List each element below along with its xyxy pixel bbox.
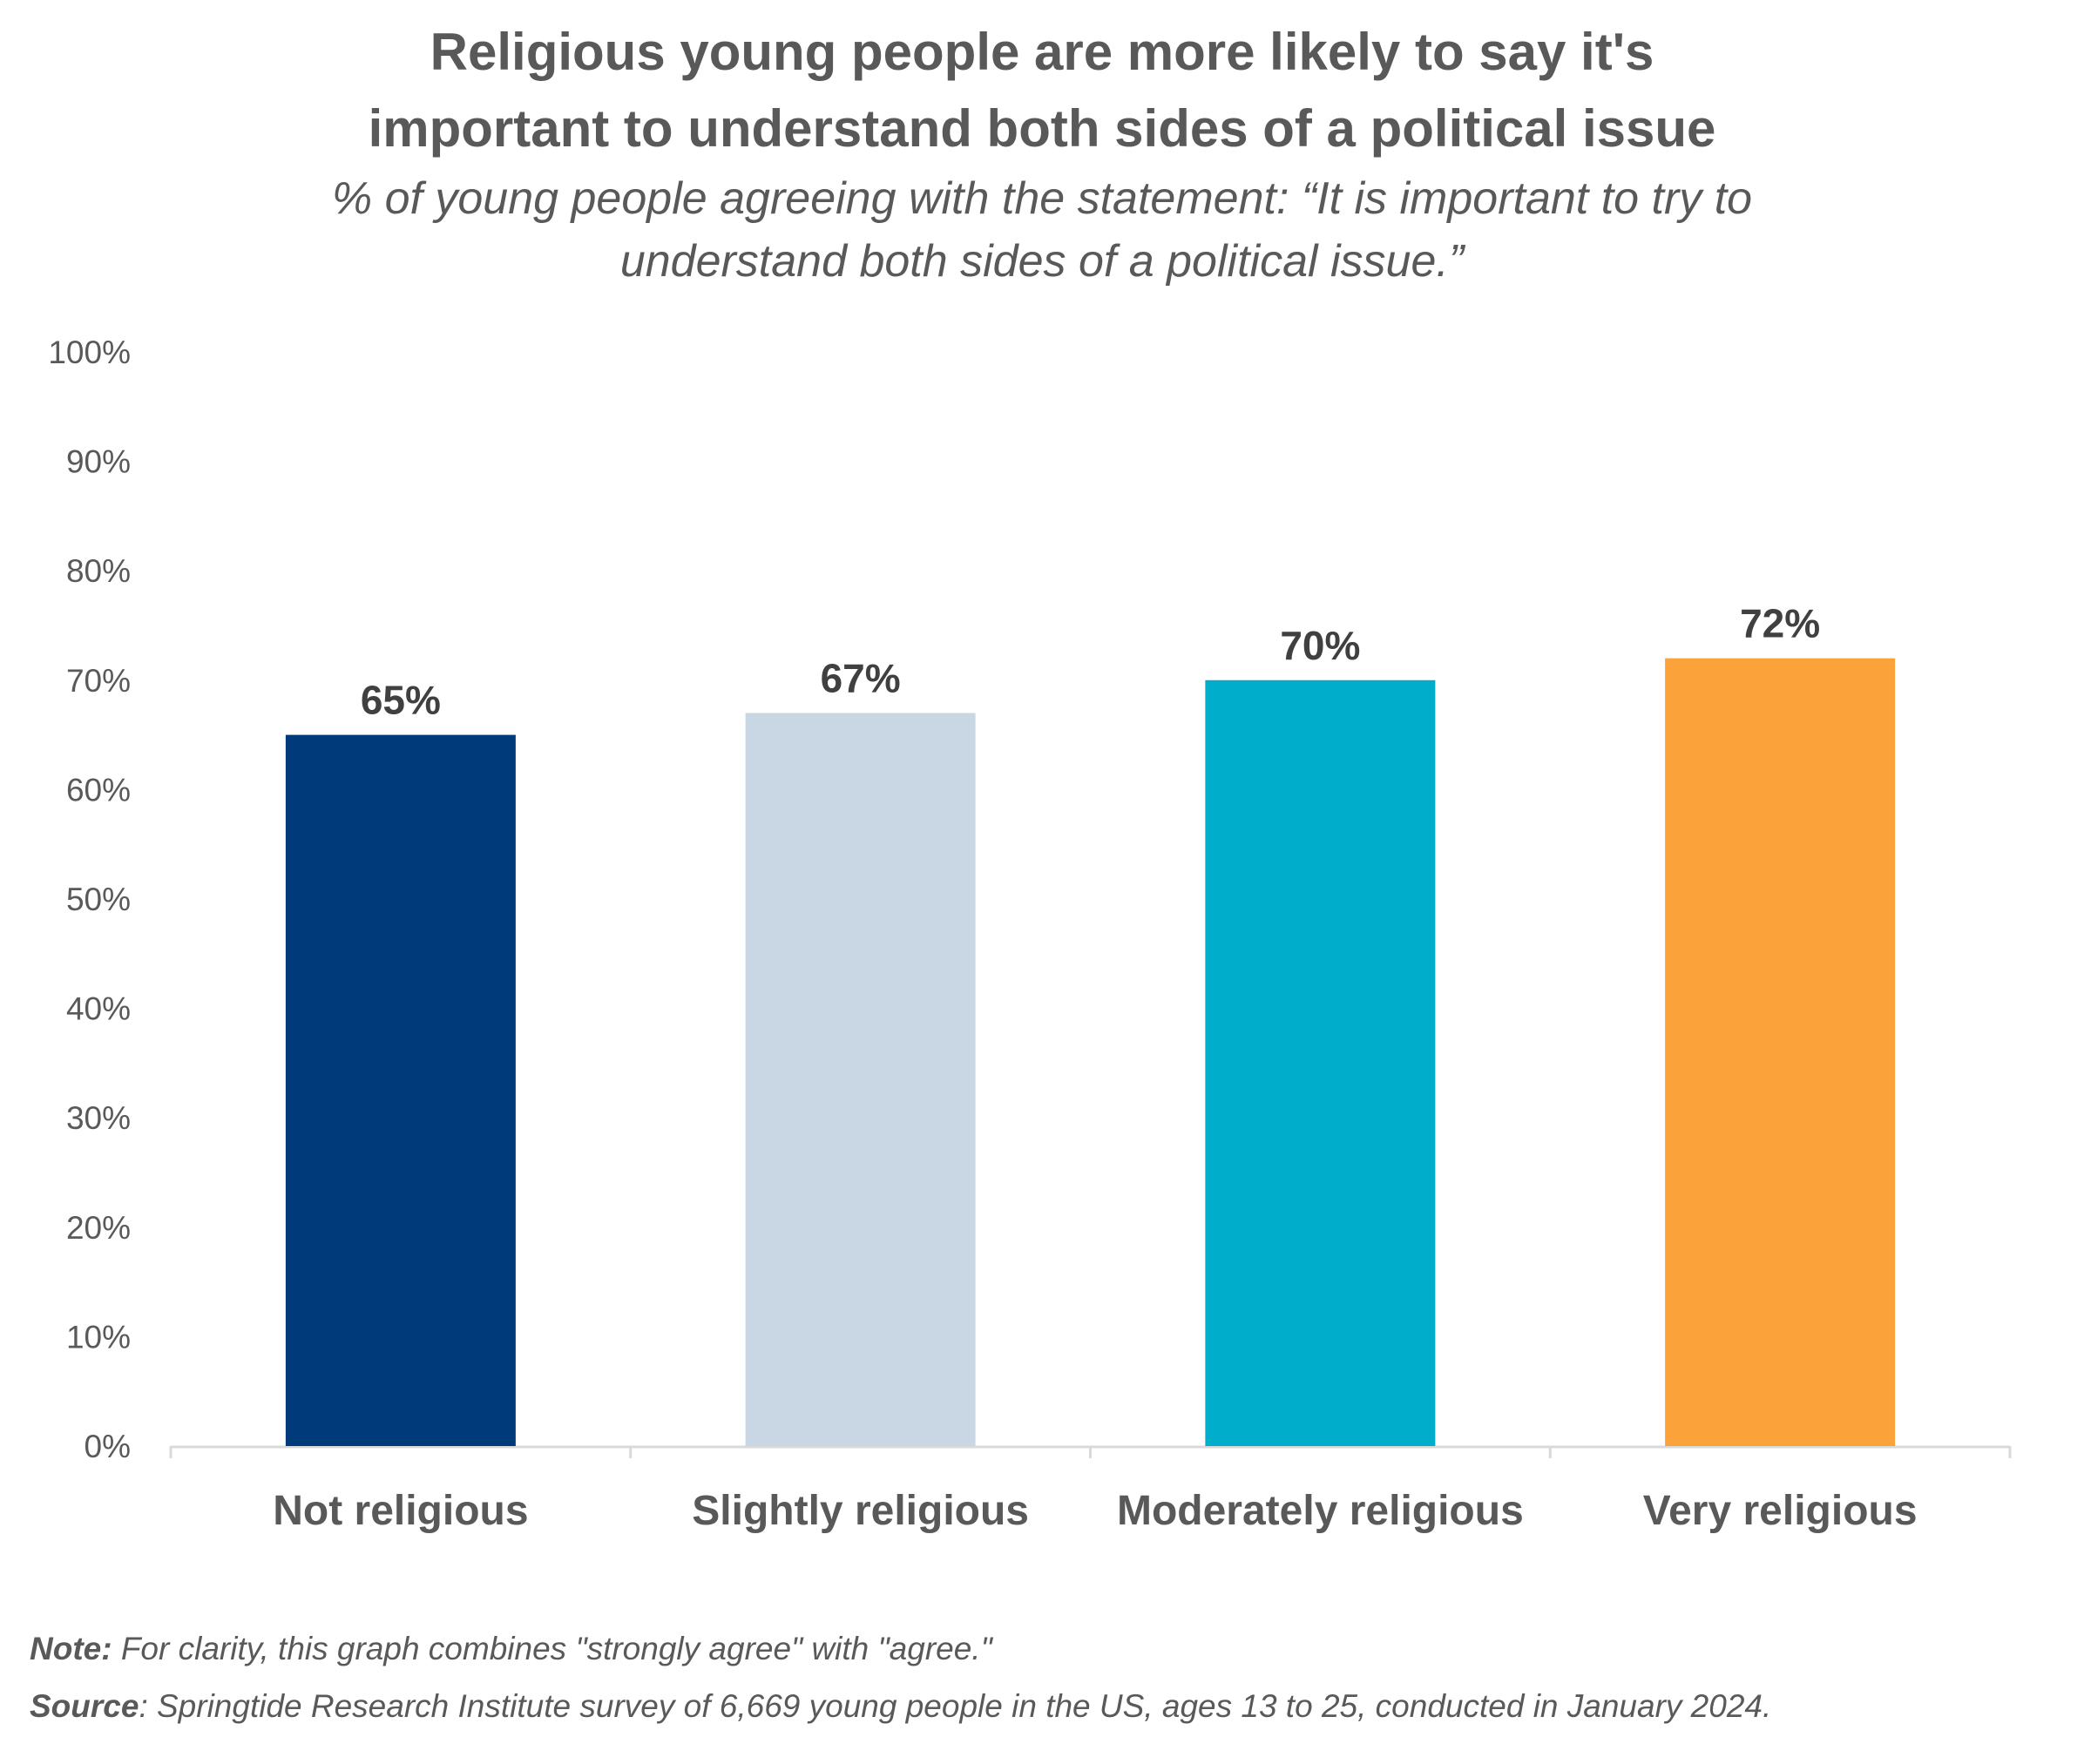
chart-title: Religious young people are more likely t… — [0, 14, 2084, 167]
note-label: Note: — [30, 1631, 112, 1666]
bar-not-religious — [285, 734, 516, 1446]
data-label: 65% — [361, 678, 441, 723]
y-tick-label: 60% — [66, 772, 131, 808]
y-tick-label: 10% — [66, 1319, 131, 1355]
footnote-source: Source: Springtide Research Institute su… — [30, 1688, 1771, 1725]
chart-title-line: important to understand both sides of a … — [368, 99, 1716, 158]
bar-moderately-religious — [1205, 679, 1436, 1446]
x-tick-label: Slightly religious — [692, 1488, 1029, 1534]
chart-subtitle-line: understand both sides of a political iss… — [619, 236, 1465, 287]
x-tick-label: Moderately religious — [1117, 1488, 1524, 1534]
y-tick-label: 90% — [66, 444, 131, 480]
data-label: 70% — [1280, 623, 1360, 668]
y-tick-label: 80% — [66, 553, 131, 589]
data-label: 72% — [1740, 601, 1820, 646]
y-tick-label: 100% — [48, 335, 131, 370]
chart-subtitle-line: % of young people agreeing with the stat… — [331, 173, 1753, 224]
x-tick-label: Not religious — [273, 1488, 528, 1534]
chart-subtitle: % of young people agreeing with the stat… — [0, 167, 2084, 293]
chart-title-line: Religious young people are more likely t… — [430, 23, 1654, 81]
note-text: For clarity, this graph combines "strong… — [112, 1631, 992, 1666]
y-tick-label: 70% — [66, 663, 131, 699]
x-tick-label: Very religious — [1643, 1488, 1918, 1534]
footnote-note: Note: For clarity, this graph combines "… — [30, 1631, 992, 1667]
bar-very-religious — [1665, 658, 1896, 1446]
source-text: : Springtide Research Institute survey o… — [139, 1688, 1772, 1724]
data-label: 67% — [821, 655, 901, 700]
source-label: Source — [30, 1688, 139, 1724]
y-tick-label: 40% — [66, 991, 131, 1027]
y-tick-label: 20% — [66, 1210, 131, 1246]
y-tick-label: 50% — [66, 882, 131, 917]
y-tick-label: 30% — [66, 1100, 131, 1136]
y-tick-label: 0% — [85, 1429, 131, 1464]
bar-slightly-religious — [745, 713, 976, 1446]
